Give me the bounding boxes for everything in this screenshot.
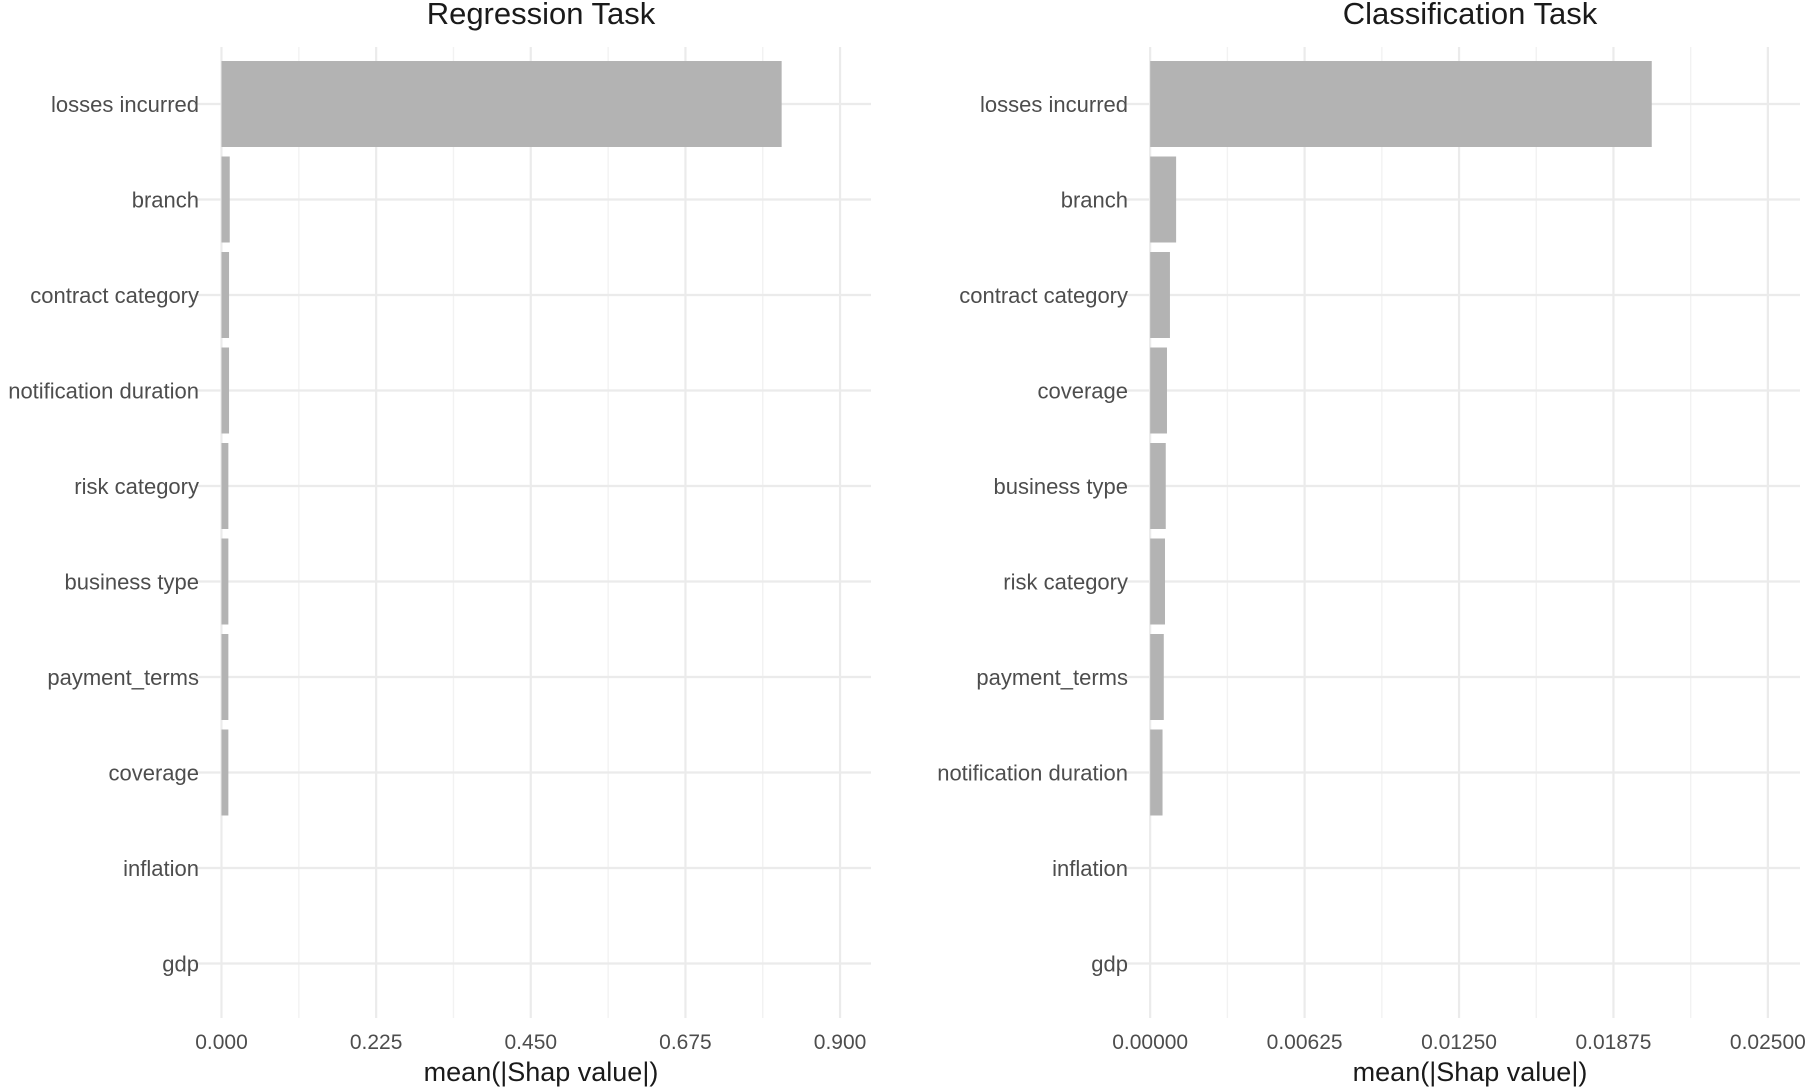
- regression-bar-risk-category: [221, 443, 229, 529]
- regression-category-labels: losses incurred branch contract category no…: [8, 92, 199, 977]
- regression-bar-contract-category: [221, 252, 230, 338]
- classification-x-tick-3: 0.01875: [1575, 1031, 1651, 1054]
- regression-x-tick-labels: 0.000 0.225 0.450 0.675 0.900: [195, 1031, 866, 1054]
- classification-panel: Classification Task losses incurred branc…: [937, 0, 1806, 1087]
- classification-label-branch: branch: [1061, 188, 1128, 213]
- regression-x-axis-title: mean(|Shap value|): [424, 1057, 659, 1087]
- classification-label-payment-terms: payment_terms: [976, 665, 1128, 690]
- regression-bars: [221, 61, 782, 816]
- regression-label-losses-incurred: losses incurred: [51, 92, 199, 117]
- classification-bar-payment-terms: [1150, 634, 1164, 720]
- classification-x-axis-title: mean(|Shap value|): [1353, 1057, 1588, 1087]
- classification-x-tick-labels: 0.00000 0.00625 0.01250 0.01875 0.02500: [1112, 1031, 1806, 1054]
- regression-label-inflation: inflation: [123, 856, 199, 881]
- classification-category-labels: losses incurred branch contract category co…: [937, 92, 1128, 977]
- classification-bar-branch: [1150, 156, 1177, 243]
- regression-x-tick-3: 0.675: [659, 1031, 712, 1054]
- classification-bar-business-type: [1150, 443, 1166, 529]
- classification-label-inflation: inflation: [1052, 856, 1128, 881]
- regression-gridlines: [194, 47, 871, 1018]
- regression-bar-business-type: [221, 538, 229, 625]
- regression-label-branch: branch: [132, 188, 199, 213]
- regression-label-risk-category: risk category: [74, 474, 199, 499]
- classification-bar-coverage: [1150, 347, 1167, 434]
- regression-label-payment-terms: payment_terms: [47, 665, 199, 690]
- classification-label-notification-duration: notification duration: [937, 761, 1128, 786]
- classification-label-gdp: gdp: [1091, 952, 1128, 977]
- regression-label-contract-category: contract category: [30, 283, 199, 308]
- regression-bar-losses-incurred: [221, 61, 782, 147]
- regression-panel-title: Regression Task: [427, 0, 656, 31]
- classification-label-coverage: coverage: [1037, 379, 1128, 404]
- regression-x-tick-4: 0.900: [814, 1031, 867, 1054]
- regression-label-notification-duration: notification duration: [8, 379, 199, 404]
- regression-label-gdp: gdp: [162, 952, 199, 977]
- classification-gridlines: [1123, 47, 1800, 1018]
- classification-bar-losses-incurred: [1150, 61, 1652, 147]
- regression-panel: Regression Task losses incurred branch con…: [8, 0, 871, 1087]
- classification-x-tick-0: 0.00000: [1112, 1031, 1188, 1054]
- classification-bars: [1150, 61, 1652, 816]
- classification-label-risk-category: risk category: [1003, 570, 1128, 595]
- regression-x-tick-0: 0.000: [195, 1031, 248, 1054]
- classification-bar-notification-duration: [1150, 729, 1163, 816]
- classification-x-tick-2: 0.01250: [1421, 1031, 1497, 1054]
- regression-x-tick-2: 0.450: [505, 1031, 558, 1054]
- classification-label-business-type: business type: [993, 474, 1128, 499]
- regression-bar-coverage: [221, 729, 229, 816]
- classification-panel-title: Classification Task: [1343, 0, 1598, 31]
- classification-bar-contract-category: [1150, 252, 1170, 338]
- regression-bar-notification-duration: [221, 347, 230, 434]
- regression-bar-payment-terms: [221, 634, 229, 720]
- classification-label-losses-incurred: losses incurred: [980, 92, 1128, 117]
- regression-label-business-type: business type: [64, 570, 199, 595]
- regression-x-tick-1: 0.225: [350, 1031, 403, 1054]
- classification-x-tick-4: 0.02500: [1730, 1031, 1806, 1054]
- classification-label-contract-category: contract category: [959, 283, 1128, 308]
- classification-bar-risk-category: [1150, 538, 1166, 625]
- regression-bar-branch: [221, 156, 230, 243]
- regression-label-coverage: coverage: [108, 761, 199, 786]
- classification-x-tick-1: 0.00625: [1267, 1031, 1343, 1054]
